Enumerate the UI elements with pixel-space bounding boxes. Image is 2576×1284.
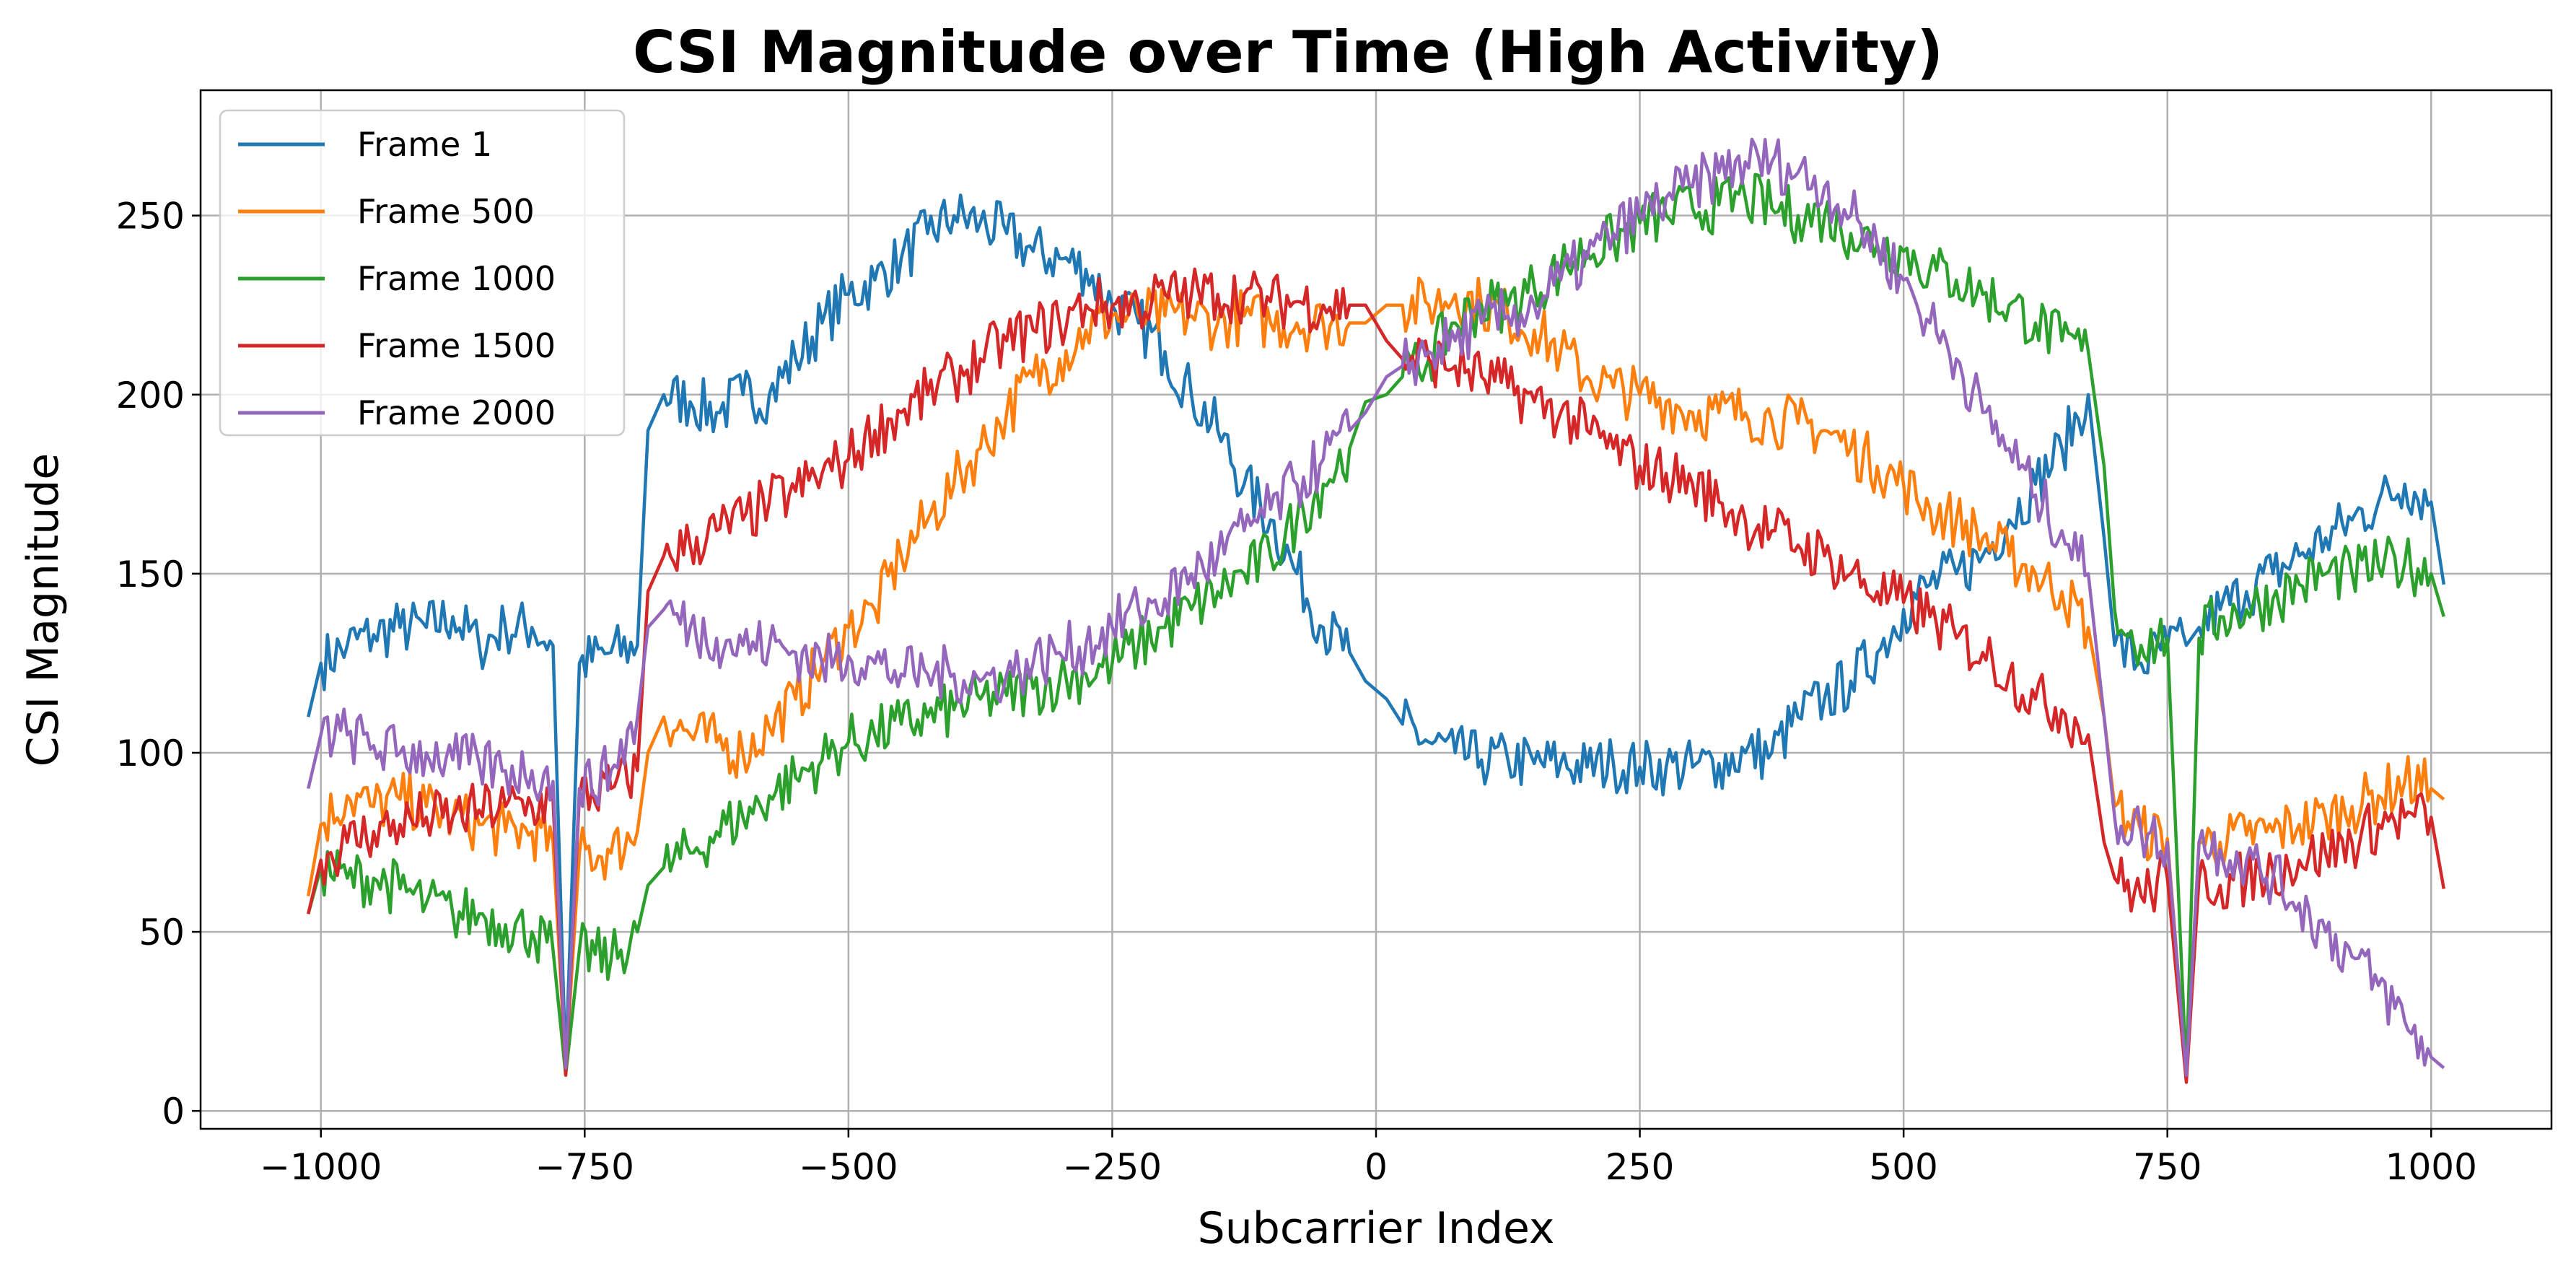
x-tick-label: 750 [2133, 1146, 2202, 1188]
legend-label: Frame 1000 [357, 259, 556, 298]
y-tick-label: 200 [116, 375, 185, 416]
y-tick-label: 0 [162, 1091, 185, 1132]
series-line-1 [307, 193, 2446, 1070]
series-line-2 [306, 276, 2445, 1077]
x-axis-label: Subcarrier Index [1198, 1203, 1555, 1254]
y-tick-label: 150 [116, 554, 185, 595]
x-tick-label: 500 [1869, 1146, 1937, 1188]
x-tick-label: −250 [1063, 1146, 1162, 1188]
x-tick-label: −1000 [260, 1146, 382, 1188]
x-tick-label: −750 [535, 1146, 634, 1188]
series-line-4 [307, 267, 2446, 1084]
x-tick-label: −500 [799, 1146, 898, 1188]
y-tick-label: 100 [116, 733, 185, 774]
legend-label: Frame 1 [357, 125, 492, 164]
x-tick-label: 250 [1605, 1146, 1674, 1188]
series-lines [306, 137, 2446, 1084]
legend-box [219, 109, 626, 437]
series-line-3 [307, 172, 2445, 1077]
x-tick-label: 1000 [2386, 1146, 2477, 1188]
series-line-5 [307, 137, 2445, 1077]
x-tick-label: 0 [1364, 1146, 1388, 1188]
chart-title: CSI Magnitude over Time (High Activity) [633, 19, 1943, 86]
legend-label: Frame 1500 [357, 326, 556, 365]
y-axis-label: CSI Magnitude [18, 453, 69, 767]
axis-ticks: −1000 −750 −500 −250 0 250 500 750 1000 0 50 100 150… [116, 196, 2477, 1188]
legend-label: Frame 500 [357, 192, 535, 231]
legend: Frame 1 Frame 500 Frame 1000 Frame 1500 Fram… [219, 109, 626, 437]
legend-label: Frame 2000 [357, 393, 556, 432]
y-tick-label: 50 [139, 912, 185, 953]
y-tick-label: 250 [116, 196, 185, 237]
